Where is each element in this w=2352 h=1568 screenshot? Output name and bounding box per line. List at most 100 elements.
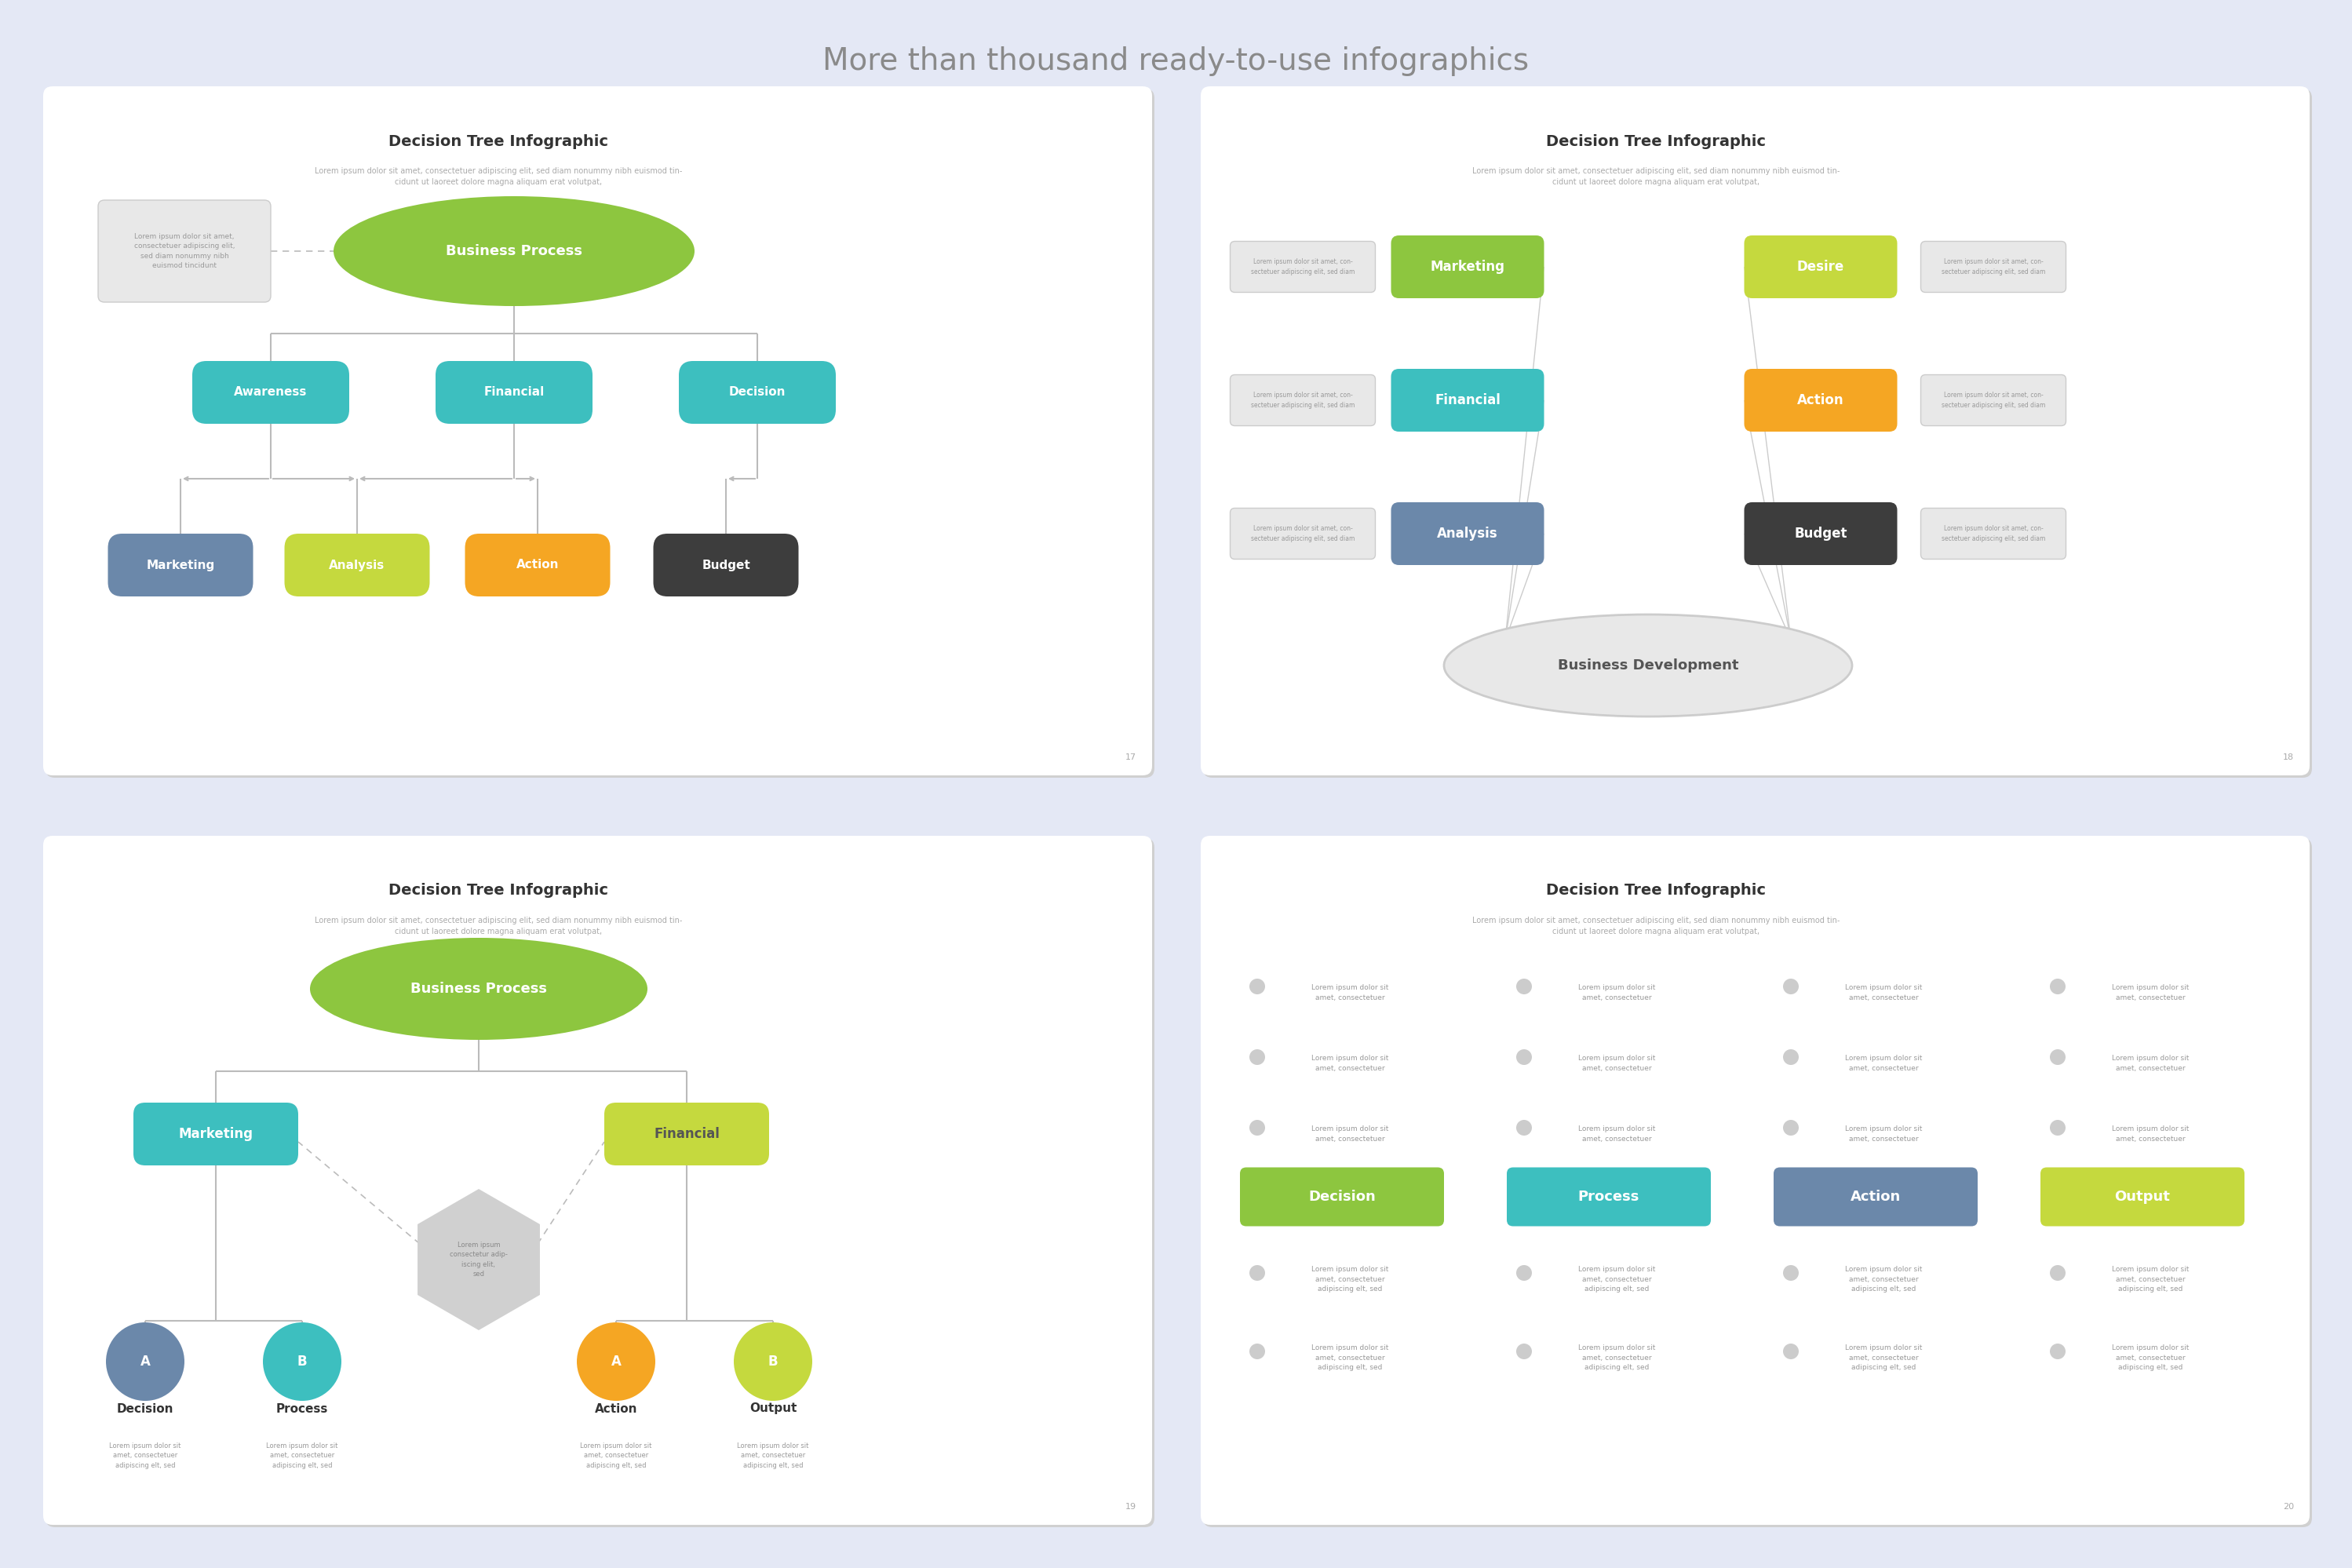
FancyBboxPatch shape <box>1230 508 1376 560</box>
Text: Process: Process <box>275 1403 329 1414</box>
Text: Lorem ipsum dolor sit amet, con-
sectetuer adipiscing elit, sed diam: Lorem ipsum dolor sit amet, con- sectetu… <box>1251 259 1355 276</box>
Text: Marketing: Marketing <box>179 1127 254 1142</box>
Text: Business Process: Business Process <box>447 245 583 259</box>
Text: Budget: Budget <box>1795 527 1846 541</box>
Text: Lorem ipsum dolor sit
amet, consectetuer: Lorem ipsum dolor sit amet, consectetuer <box>2112 1126 2190 1143</box>
Text: Lorem ipsum dolor sit amet,
consectetuer adipiscing elit,
sed diam nonummy nibh
: Lorem ipsum dolor sit amet, consectetuer… <box>134 234 235 270</box>
Text: Lorem ipsum dolor sit amet, con-
sectetuer adipiscing elit, sed diam: Lorem ipsum dolor sit amet, con- sectetu… <box>1251 392 1355 409</box>
FancyBboxPatch shape <box>1240 1167 1444 1226</box>
Text: Lorem ipsum dolor sit
amet, consectetuer
adipiscing elt, sed: Lorem ipsum dolor sit amet, consectetuer… <box>2112 1265 2190 1292</box>
Text: Business Process: Business Process <box>412 982 548 996</box>
Text: Business Development: Business Development <box>1557 659 1738 673</box>
Text: Lorem ipsum dolor sit amet, consectetuer adipiscing elit, sed diam nonummy nibh : Lorem ipsum dolor sit amet, consectetuer… <box>315 166 682 187</box>
Circle shape <box>1783 1344 1799 1359</box>
Circle shape <box>2051 1265 2065 1281</box>
Text: Lorem ipsum dolor sit
amet, consectetuer
adipiscing elt, sed: Lorem ipsum dolor sit amet, consectetuer… <box>1844 1265 1922 1292</box>
Text: Awareness: Awareness <box>235 386 308 398</box>
Circle shape <box>1517 978 1531 994</box>
Text: Lorem ipsum dolor sit
amet, consectetuer
adipiscing elt, sed: Lorem ipsum dolor sit amet, consectetuer… <box>736 1443 809 1469</box>
FancyBboxPatch shape <box>45 89 1155 778</box>
Text: Lorem ipsum dolor sit
amet, consectetuer
adipiscing elt, sed: Lorem ipsum dolor sit amet, consectetuer… <box>1844 1344 1922 1370</box>
Text: Budget: Budget <box>701 560 750 571</box>
FancyBboxPatch shape <box>680 361 835 423</box>
FancyBboxPatch shape <box>1204 839 2312 1527</box>
Circle shape <box>2051 1344 2065 1359</box>
Text: Action: Action <box>1851 1190 1900 1204</box>
FancyBboxPatch shape <box>1745 368 1898 431</box>
Text: 17: 17 <box>1124 753 1136 760</box>
Text: Lorem ipsum dolor sit
amet, consectetuer: Lorem ipsum dolor sit amet, consectetuer <box>2112 1055 2190 1073</box>
Text: 18: 18 <box>2284 753 2293 760</box>
Text: Lorem ipsum dolor sit amet, con-
sectetuer adipiscing elit, sed diam: Lorem ipsum dolor sit amet, con- sectetu… <box>1940 259 2046 276</box>
FancyBboxPatch shape <box>604 1102 769 1165</box>
Text: Lorem ipsum dolor sit amet, consectetuer adipiscing elit, sed diam nonummy nibh : Lorem ipsum dolor sit amet, consectetuer… <box>1472 916 1839 936</box>
Circle shape <box>734 1322 811 1400</box>
FancyBboxPatch shape <box>1230 241 1376 292</box>
Text: Process: Process <box>1578 1190 1639 1204</box>
Text: Lorem ipsum dolor sit amet, consectetuer adipiscing elit, sed diam nonummy nibh : Lorem ipsum dolor sit amet, consectetuer… <box>315 916 682 936</box>
Text: Analysis: Analysis <box>1437 527 1498 541</box>
Text: A: A <box>612 1355 621 1369</box>
Text: Output: Output <box>2114 1190 2171 1204</box>
FancyBboxPatch shape <box>1204 89 2312 778</box>
Text: A: A <box>141 1355 151 1369</box>
FancyBboxPatch shape <box>1390 368 1543 431</box>
Text: Decision: Decision <box>1308 1190 1376 1204</box>
Text: Analysis: Analysis <box>329 560 386 571</box>
Text: Lorem ipsum dolor sit
amet, consectetuer
adipiscing elt, sed: Lorem ipsum dolor sit amet, consectetuer… <box>1578 1344 1656 1370</box>
Text: Financial: Financial <box>654 1127 720 1142</box>
Text: Lorem ipsum dolor sit
amet, consectetuer: Lorem ipsum dolor sit amet, consectetuer <box>1310 1055 1388 1073</box>
Circle shape <box>2051 1120 2065 1135</box>
Circle shape <box>106 1322 183 1400</box>
Text: Action: Action <box>1797 394 1844 408</box>
Text: 19: 19 <box>1124 1502 1136 1510</box>
Text: Lorem ipsum dolor sit amet, con-
sectetuer adipiscing elit, sed diam: Lorem ipsum dolor sit amet, con- sectetu… <box>1940 392 2046 409</box>
FancyBboxPatch shape <box>654 533 800 596</box>
Text: Lorem ipsum dolor sit
amet, consectetuer: Lorem ipsum dolor sit amet, consectetuer <box>1578 1126 1656 1143</box>
Circle shape <box>263 1322 341 1400</box>
FancyBboxPatch shape <box>2042 1167 2244 1226</box>
FancyBboxPatch shape <box>1390 235 1543 298</box>
Text: Lorem ipsum dolor sit
amet, consectetuer
adipiscing elt, sed: Lorem ipsum dolor sit amet, consectetuer… <box>2112 1344 2190 1370</box>
Text: Lorem ipsum dolor sit
amet, consectetuer
adipiscing elt, sed: Lorem ipsum dolor sit amet, consectetuer… <box>108 1443 181 1469</box>
Text: More than thousand ready-to-use infographics: More than thousand ready-to-use infograp… <box>823 47 1529 77</box>
Text: Lorem ipsum dolor sit
amet, consectetuer: Lorem ipsum dolor sit amet, consectetuer <box>1310 985 1388 1002</box>
FancyBboxPatch shape <box>1745 502 1898 564</box>
Text: Lorem ipsum dolor sit
amet, consectetuer
adipiscing elt, sed: Lorem ipsum dolor sit amet, consectetuer… <box>266 1443 339 1469</box>
Text: Action: Action <box>515 560 560 571</box>
Text: Lorem ipsum dolor sit
amet, consectetuer
adipiscing elt, sed: Lorem ipsum dolor sit amet, consectetuer… <box>1578 1265 1656 1292</box>
FancyBboxPatch shape <box>1202 86 2310 775</box>
FancyBboxPatch shape <box>1922 508 2065 560</box>
Text: Financial: Financial <box>485 386 543 398</box>
Circle shape <box>1517 1049 1531 1065</box>
Text: Lorem ipsum dolor sit
amet, consectetuer: Lorem ipsum dolor sit amet, consectetuer <box>1578 1055 1656 1073</box>
FancyBboxPatch shape <box>466 533 609 596</box>
FancyBboxPatch shape <box>1230 375 1376 426</box>
Text: Decision: Decision <box>729 386 786 398</box>
Ellipse shape <box>334 196 694 306</box>
Text: Lorem ipsum dolor sit
amet, consectetuer: Lorem ipsum dolor sit amet, consectetuer <box>1310 1126 1388 1143</box>
FancyBboxPatch shape <box>108 533 254 596</box>
Text: Output: Output <box>750 1403 797 1414</box>
Text: Lorem ipsum dolor sit
amet, consectetuer
adipiscing elt, sed: Lorem ipsum dolor sit amet, consectetuer… <box>1310 1344 1388 1370</box>
Text: Lorem ipsum dolor sit amet, con-
sectetuer adipiscing elit, sed diam: Lorem ipsum dolor sit amet, con- sectetu… <box>1251 525 1355 543</box>
Text: Decision: Decision <box>118 1403 174 1414</box>
FancyBboxPatch shape <box>1202 836 2310 1524</box>
Circle shape <box>1517 1265 1531 1281</box>
Text: Decision Tree Infographic: Decision Tree Infographic <box>1545 883 1766 898</box>
Text: Decision Tree Infographic: Decision Tree Infographic <box>388 133 609 149</box>
Ellipse shape <box>310 938 647 1040</box>
FancyBboxPatch shape <box>1922 375 2065 426</box>
Text: Lorem ipsum dolor sit
amet, consectetuer: Lorem ipsum dolor sit amet, consectetuer <box>1844 1126 1922 1143</box>
FancyBboxPatch shape <box>1922 241 2065 292</box>
Text: Action: Action <box>595 1403 637 1414</box>
Text: Lorem ipsum dolor sit
amet, consectetuer
adipiscing elt, sed: Lorem ipsum dolor sit amet, consectetuer… <box>581 1443 652 1469</box>
Text: 20: 20 <box>2284 1502 2293 1510</box>
Text: Lorem ipsum dolor sit
amet, consectetuer: Lorem ipsum dolor sit amet, consectetuer <box>1844 1055 1922 1073</box>
Circle shape <box>1517 1344 1531 1359</box>
Text: Desire: Desire <box>1797 260 1844 274</box>
Text: Lorem ipsum
consectetur adip-
iscing elit,
sed: Lorem ipsum consectetur adip- iscing eli… <box>449 1242 508 1278</box>
Circle shape <box>1783 978 1799 994</box>
Circle shape <box>1783 1049 1799 1065</box>
Circle shape <box>1783 1120 1799 1135</box>
